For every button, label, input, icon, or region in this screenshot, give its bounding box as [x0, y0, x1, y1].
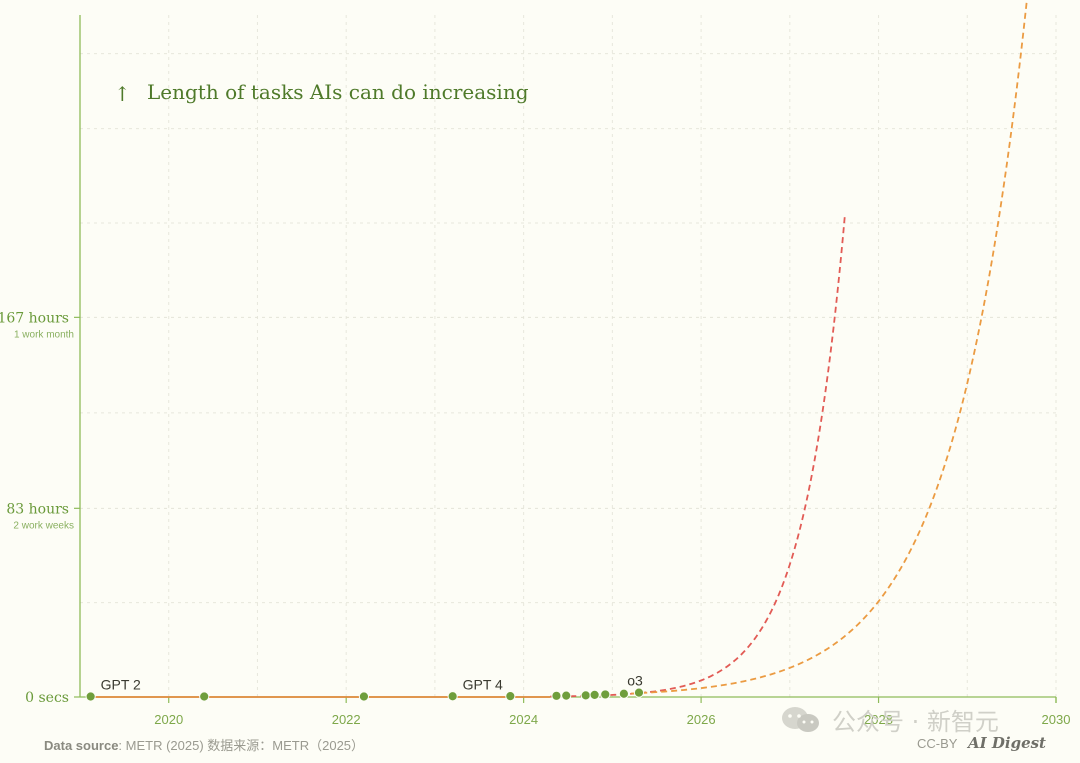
data-source: Data source: METR (2025) 数据来源：METR（2025） [44, 735, 364, 754]
data-point [447, 691, 458, 702]
watermark: 公众号 · 新智元 [780, 702, 999, 737]
data-point [358, 691, 370, 702]
brand-logo: AI Digest [968, 734, 1046, 752]
trend-lines [90, 0, 1028, 698]
data-point [589, 689, 600, 701]
x-tick-label: 2028 [864, 712, 893, 727]
point-label: GPT 2 [101, 676, 141, 692]
x-tick-label: 2022 [332, 712, 361, 727]
data-points [85, 687, 645, 702]
data-point [580, 690, 591, 701]
y-tick-label: 83 hours [6, 501, 69, 517]
x-tick-label: 2026 [687, 712, 716, 727]
x-tick-label: 2030 [1042, 712, 1071, 727]
watermark-text: 公众号 · 新智元 [832, 708, 999, 736]
x-tick-label: 2024 [509, 712, 538, 727]
data-point [561, 690, 572, 701]
data-point [618, 688, 629, 699]
projection-line [621, 0, 1028, 695]
y-tick-label: 167 hours [0, 310, 69, 326]
data-source-label: Data source [44, 738, 119, 753]
point-labels: GPT 2 GPT 4 o3 [101, 673, 643, 693]
chart-title: Length of tasks AIs can do increasing [147, 80, 529, 104]
data-point [199, 691, 210, 702]
data-point [85, 691, 96, 702]
y-tick-sublabel: 2 work weeks [13, 520, 74, 531]
data-point [505, 691, 516, 702]
license-label: CC-BY [917, 736, 958, 751]
projection-line [550, 215, 846, 698]
y-tick-label: 0 secs [25, 690, 69, 706]
point-label: GPT 4 [463, 676, 503, 692]
axes: 2020 2022 2024 2026 2028 2030 0 secs 83 hours 2 … [0, 15, 1070, 727]
point-label: o3 [627, 673, 643, 689]
data-point [633, 687, 645, 698]
data-point [551, 690, 562, 701]
x-tick-label: 2020 [154, 712, 183, 727]
y-tick-sublabel: 1 work month [14, 329, 74, 340]
up-arrow-icon: ↑ [114, 82, 131, 106]
chart-title-group: ↑ Length of tasks AIs can do increasing [114, 80, 529, 106]
data-source-text: : METR (2025) 数据来源：METR（2025） [118, 738, 365, 753]
wechat-icon [782, 706, 819, 732]
grid [80, 15, 1057, 697]
data-point [600, 689, 611, 700]
